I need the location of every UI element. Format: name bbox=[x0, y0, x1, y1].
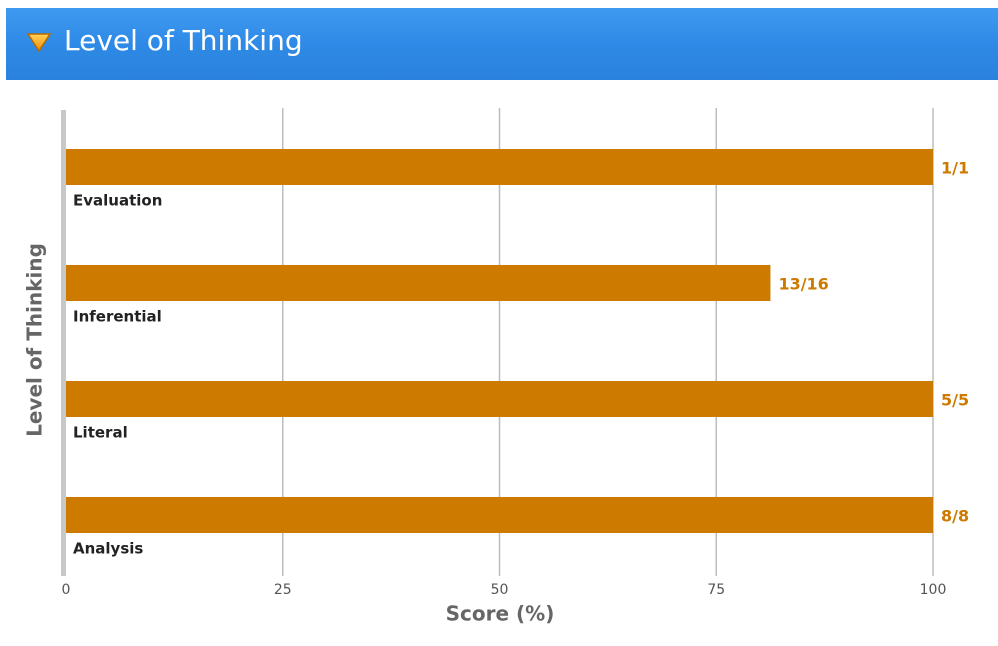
x-tick-label: 100 bbox=[920, 582, 947, 598]
bar bbox=[66, 497, 933, 533]
y-axis-label: Level of Thinking bbox=[23, 243, 47, 437]
category-label: Inferential bbox=[73, 308, 162, 326]
x-tick-label: 0 bbox=[62, 582, 71, 598]
value-label: 8/8 bbox=[941, 507, 969, 526]
bar bbox=[66, 381, 933, 417]
header-title: Level of Thinking bbox=[64, 24, 303, 57]
x-axis-label: Score (%) bbox=[446, 602, 555, 626]
category-label: Analysis bbox=[73, 540, 143, 558]
x-tick-label: 75 bbox=[707, 582, 725, 598]
value-label: 1/1 bbox=[941, 159, 969, 178]
bar bbox=[66, 149, 933, 185]
category-label: Evaluation bbox=[73, 192, 162, 210]
x-tick-label: 25 bbox=[274, 582, 292, 598]
value-label: 5/5 bbox=[941, 391, 969, 410]
category-label: Literal bbox=[73, 424, 128, 442]
x-tick-label: 50 bbox=[491, 582, 509, 598]
y-axis bbox=[61, 110, 66, 576]
header-bar bbox=[6, 8, 998, 80]
value-label: 13/16 bbox=[778, 275, 828, 294]
bar bbox=[66, 265, 771, 301]
header-icon[interactable] bbox=[26, 33, 52, 53]
